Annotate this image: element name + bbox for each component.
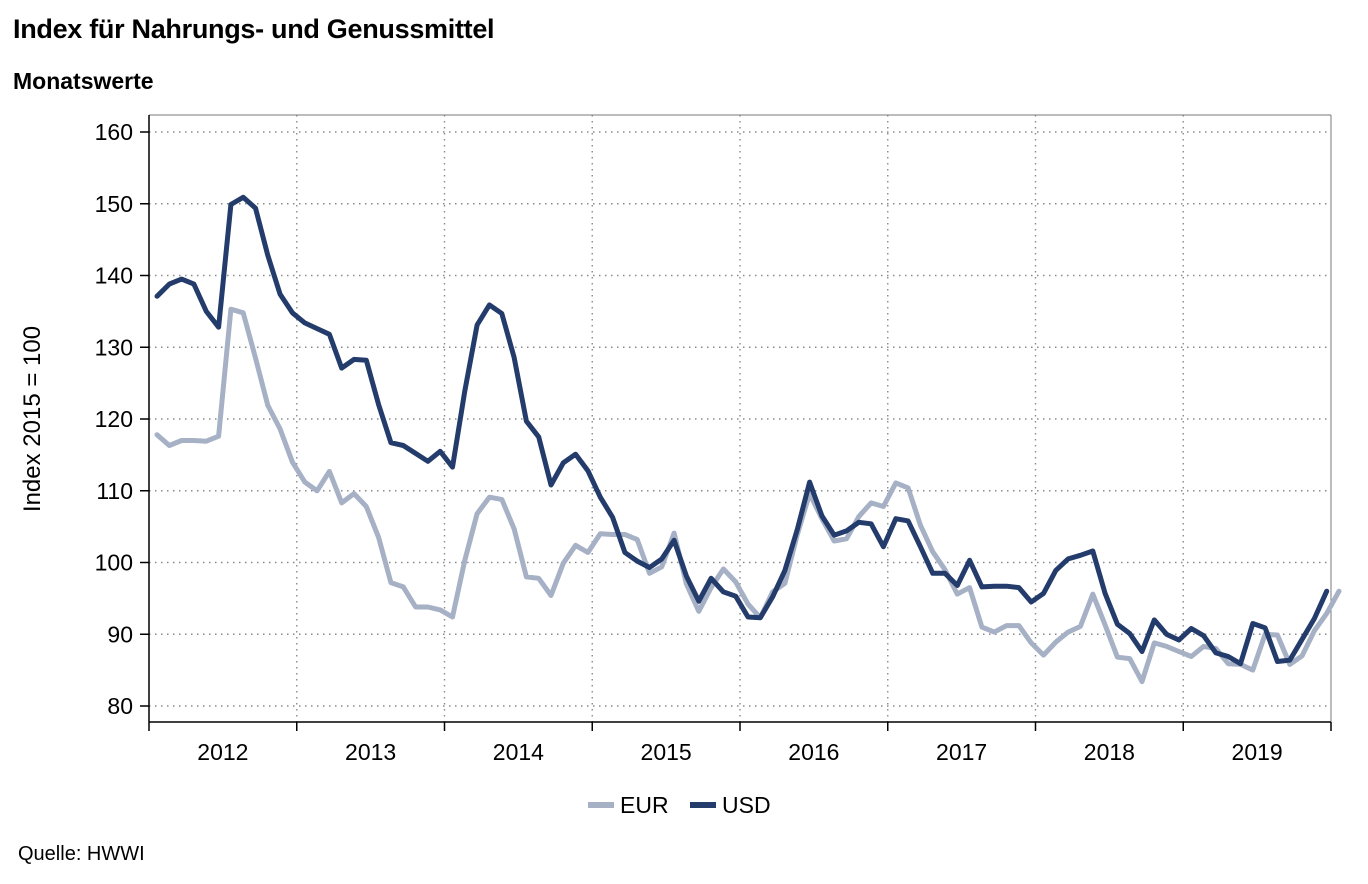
- source-note: Quelle: HWWI: [18, 843, 145, 865]
- y-tick-label-80: 80: [107, 693, 133, 719]
- y-tick-label-90: 90: [107, 621, 133, 647]
- x-tick-label-2015: 2015: [641, 739, 692, 765]
- x-tick-label-2016: 2016: [788, 739, 839, 765]
- legend-label-usd: USD: [722, 792, 771, 818]
- y-tick-label-140: 140: [95, 263, 133, 289]
- x-tick-label-2013: 2013: [345, 739, 396, 765]
- y-tick-label-110: 110: [96, 478, 133, 504]
- series-line-eur: [154, 306, 1342, 685]
- chart-subtitle: Monatswerte: [13, 68, 154, 94]
- y-tick-label-160: 160: [95, 119, 133, 145]
- series-layer: [154, 194, 1342, 685]
- legend-label-eur: EUR: [620, 792, 669, 818]
- legend: EUR USD: [588, 792, 771, 818]
- x-tick-label-2014: 2014: [493, 739, 544, 765]
- axis-layer: 80 90 100 110 120 130 140 150 160 2012 2013 2014 201…: [95, 114, 1332, 765]
- grid-layer: [149, 115, 1331, 722]
- x-tick-label-2019: 2019: [1232, 739, 1283, 765]
- chart-title: Index für Nahrungs- und Genussmittel: [13, 14, 495, 44]
- y-axis-title: Index 2015 = 100: [19, 326, 46, 512]
- x-tick-label-2012: 2012: [197, 739, 248, 765]
- y-tick-label-100: 100: [95, 550, 133, 576]
- y-tick-label-130: 130: [95, 334, 133, 360]
- y-tick-label-120: 120: [95, 406, 133, 432]
- series-line-usd: [154, 194, 1330, 667]
- x-tick-label-2017: 2017: [936, 739, 987, 765]
- x-tick-label-2018: 2018: [1084, 739, 1135, 765]
- y-tick-label-150: 150: [95, 191, 133, 217]
